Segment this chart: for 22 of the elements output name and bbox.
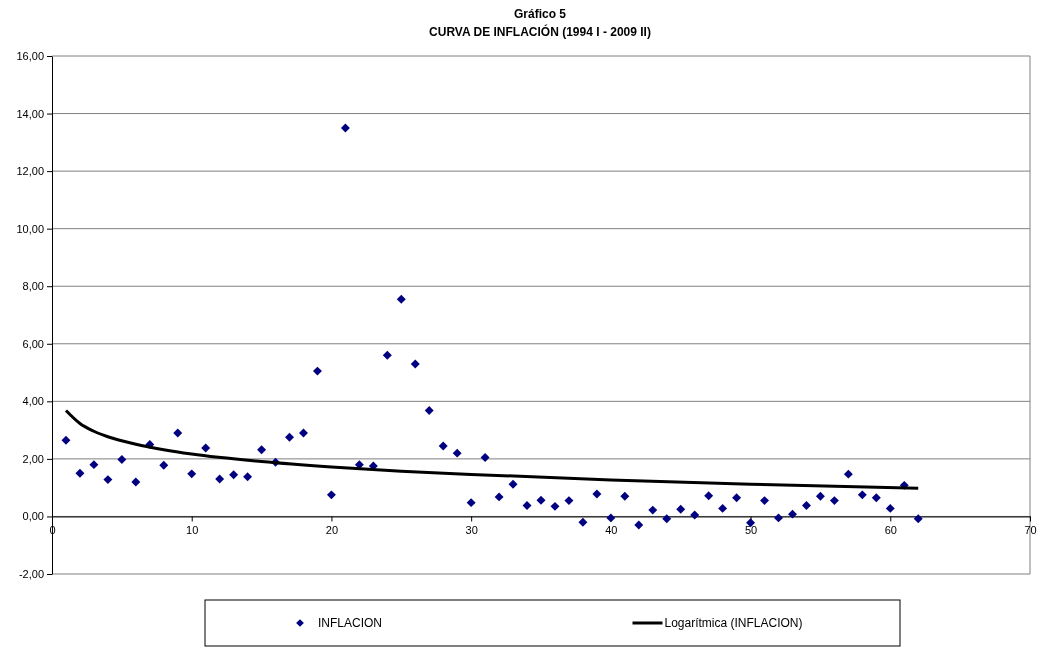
x-tick-label: 20 xyxy=(325,524,339,537)
y-tick-label: 16,00 xyxy=(16,50,44,63)
y-tick-label: 6,00 xyxy=(22,337,44,350)
y-tick-label: 14,00 xyxy=(16,107,44,120)
y-tick-label: -2,00 xyxy=(18,568,44,581)
x-tick-label: 30 xyxy=(465,524,478,537)
y-tick-label: 2,00 xyxy=(22,452,44,465)
legend-label: Logarítmica (INFLACION) xyxy=(664,616,803,630)
y-tick-label: 12,00 xyxy=(16,165,44,178)
y-tick-label: 10,00 xyxy=(16,222,44,235)
chart-subtitle: CURVA DE INFLACIÓN (1994 I - 2009 II) xyxy=(429,24,651,39)
line-series xyxy=(64,409,920,490)
y-tick-label: 4,00 xyxy=(22,395,44,408)
chart-title: Gráfico 5 xyxy=(513,7,567,21)
legend-label: INFLACION xyxy=(318,616,383,630)
x-tick-label: 40 xyxy=(605,524,618,537)
y-tick-label: 0,00 xyxy=(22,510,44,523)
y-tick-label: 8,00 xyxy=(22,280,44,293)
x-tick-label: 10 xyxy=(186,524,199,537)
x-tick-label: 50 xyxy=(744,524,758,537)
x-tick-label: 60 xyxy=(884,524,897,537)
x-tick-label: 70 xyxy=(1024,524,1037,537)
